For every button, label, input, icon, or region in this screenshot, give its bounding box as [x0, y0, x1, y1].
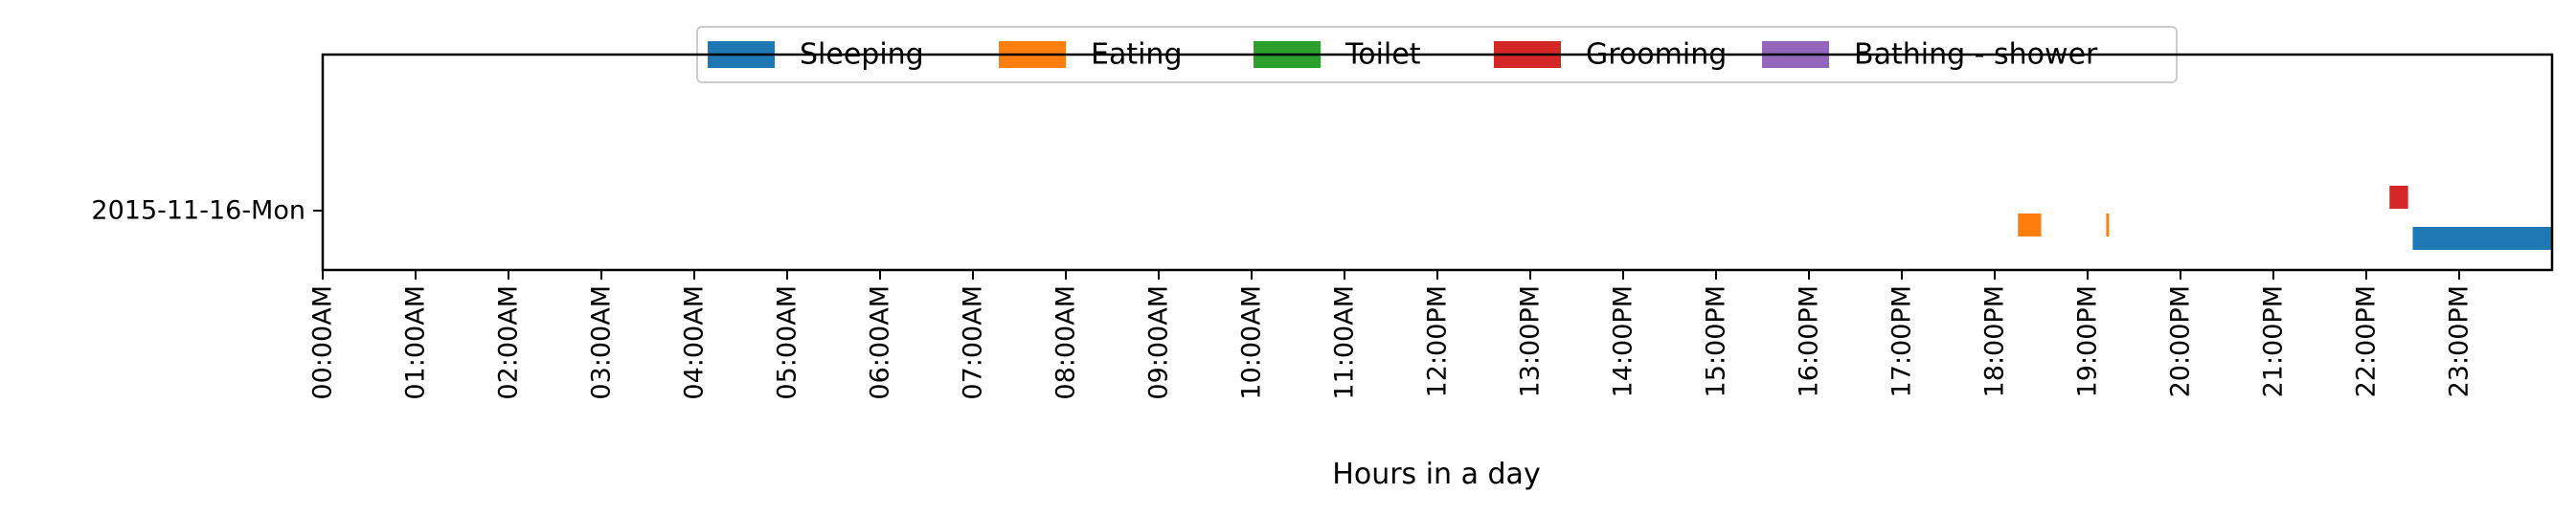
x-tick-label: 17:00PM	[1887, 285, 1917, 397]
x-tick-label: 04:00AM	[680, 285, 710, 400]
activity-bar	[2106, 214, 2110, 236]
x-tick-label: 11:00AM	[1330, 285, 1360, 400]
x-tick-label: 14:00PM	[1609, 285, 1638, 397]
x-tick-label: 06:00AM	[866, 285, 895, 400]
x-tick-label: 00:00AM	[308, 285, 338, 400]
x-tick-label: 15:00PM	[1702, 285, 1731, 397]
x-tick-label: 13:00PM	[1516, 285, 1546, 397]
x-tick-label: 18:00PM	[1980, 285, 2010, 397]
x-tick-label: 19:00PM	[2073, 285, 2103, 397]
x-tick-label: 22:00PM	[2352, 285, 2382, 397]
x-tick-label: 23:00PM	[2445, 285, 2474, 397]
x-tick-label: 21:00PM	[2259, 285, 2289, 397]
x-tick-label: 12:00PM	[1423, 285, 1453, 397]
x-tick-label: 01:00AM	[401, 285, 431, 400]
x-tick-label: 03:00AM	[587, 285, 617, 400]
x-tick-label: 20:00PM	[2166, 285, 2196, 397]
x-tick-label: 02:00AM	[494, 285, 524, 400]
x-tick-label: 10:00AM	[1237, 285, 1267, 400]
x-axis: 00:00AM 01:00AM 02:00AM 03:00AM 04:00AM 05:00…	[308, 270, 2474, 400]
activity-bar	[2412, 227, 2552, 250]
y-axis: 2015-11-16-Mon	[91, 196, 323, 226]
activity-bar	[2389, 186, 2408, 209]
plot-frame	[321, 53, 2554, 272]
x-tick-label: 05:00AM	[773, 285, 802, 400]
x-tick-label: 07:00AM	[959, 285, 988, 400]
x-tick-label: 08:00AM	[1051, 285, 1081, 400]
x-tick-label: 16:00PM	[1795, 285, 1824, 397]
x-axis-label: Hours in a day	[1332, 458, 1540, 491]
plot-area	[2018, 186, 2552, 250]
x-tick-label: 09:00AM	[1144, 285, 1174, 400]
activity-bar	[2018, 214, 2042, 236]
y-tick-label: 2015-11-16-Mon	[91, 196, 305, 226]
